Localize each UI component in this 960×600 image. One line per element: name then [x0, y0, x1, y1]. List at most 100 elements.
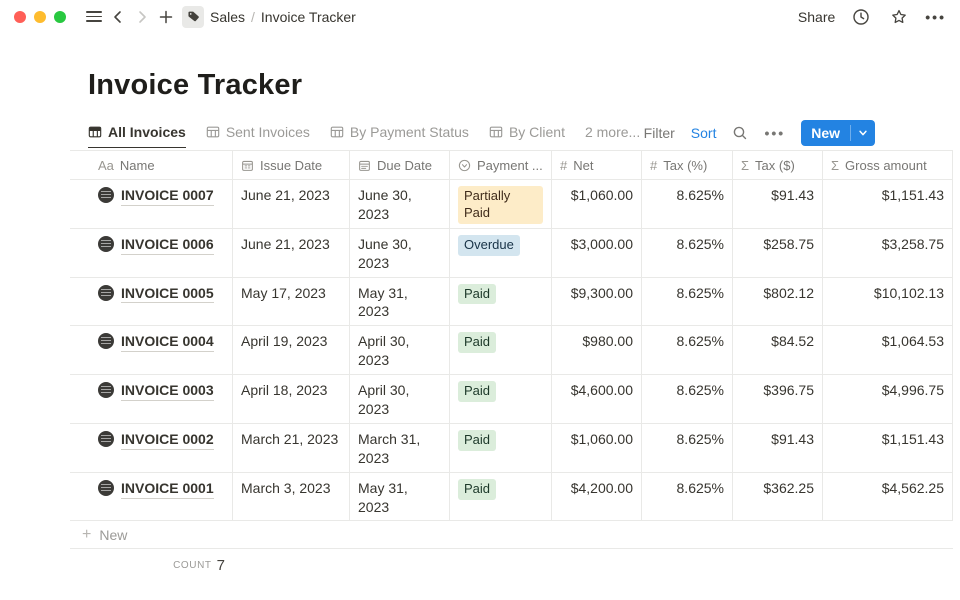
tax-usd-cell[interactable]: $91.43: [733, 423, 823, 472]
invoice-name-link[interactable]: INVOICE 0004: [121, 332, 214, 353]
net-cell[interactable]: $4,200.00: [552, 472, 642, 521]
column-header-issue-date[interactable]: Issue Date: [233, 151, 350, 179]
tax-pct-cell[interactable]: 8.625%: [642, 277, 733, 326]
gross-cell[interactable]: $4,562.25: [823, 472, 953, 521]
table-row[interactable]: INVOICE 0004 April 19, 2023 April 30, 20…: [70, 326, 953, 376]
column-header-due-date[interactable]: Due Date: [350, 151, 450, 179]
favorite-button[interactable]: [887, 5, 911, 29]
nav-back-button[interactable]: [106, 5, 130, 29]
name-cell[interactable]: INVOICE 0006: [70, 228, 233, 277]
tax-usd-cell[interactable]: $362.25: [733, 472, 823, 521]
tax-pct-cell[interactable]: 8.625%: [642, 423, 733, 472]
issue-date-cell[interactable]: March 3, 2023: [233, 472, 350, 521]
sidebar-menu-button[interactable]: [82, 5, 106, 29]
topbar-more-button[interactable]: •••: [925, 8, 946, 25]
net-cell[interactable]: $1,060.00: [552, 180, 642, 228]
column-header-tax-usd[interactable]: Σ Tax ($): [733, 151, 823, 179]
tab-by-payment-status[interactable]: By Payment Status: [330, 124, 469, 149]
add-row-button[interactable]: + New: [70, 521, 953, 550]
gross-cell[interactable]: $10,102.13: [823, 277, 953, 326]
invoice-name-link[interactable]: INVOICE 0005: [121, 284, 214, 304]
tax-pct-cell[interactable]: 8.625%: [642, 180, 733, 228]
payment-status-cell[interactable]: Paid: [450, 423, 552, 472]
breadcrumb-section-icon-chip[interactable]: [182, 5, 204, 28]
new-button-dropdown[interactable]: [851, 128, 875, 138]
status-badge[interactable]: Paid: [458, 332, 497, 354]
net-cell[interactable]: $1,060.00: [552, 423, 642, 472]
name-cell[interactable]: INVOICE 0002: [70, 423, 233, 472]
page-title[interactable]: Invoice Tracker: [88, 69, 303, 101]
gross-cell[interactable]: $1,151.43: [823, 180, 953, 228]
due-date-cell[interactable]: April 30, 2023: [350, 326, 450, 375]
status-badge[interactable]: Overdue: [458, 234, 520, 256]
more-views-button[interactable]: 2 more...: [584, 123, 641, 140]
issue-date-cell[interactable]: March 21, 2023: [233, 423, 350, 472]
updates-button[interactable]: [849, 5, 873, 29]
issue-date-cell[interactable]: June 21, 2023: [233, 180, 350, 228]
gross-cell[interactable]: $1,151.43: [823, 423, 953, 472]
status-badge[interactable]: Paid: [458, 478, 497, 500]
tax-usd-cell[interactable]: $84.52: [733, 326, 823, 375]
name-cell[interactable]: INVOICE 0003: [70, 375, 233, 423]
gross-cell[interactable]: $4,996.75: [823, 375, 953, 423]
issue-date-cell[interactable]: April 18, 2023: [233, 375, 350, 423]
count-aggregate[interactable]: COUNT 7: [70, 549, 233, 575]
new-button[interactable]: New: [801, 120, 875, 146]
status-badge[interactable]: Paid: [458, 429, 497, 451]
invoice-name-link[interactable]: INVOICE 0007: [121, 186, 214, 206]
issue-date-cell[interactable]: April 19, 2023: [233, 326, 350, 375]
name-cell[interactable]: INVOICE 0004: [70, 326, 233, 375]
due-date-cell[interactable]: June 30, 2023: [350, 228, 450, 277]
status-badge[interactable]: Paid: [458, 283, 497, 305]
tax-pct-cell[interactable]: 8.625%: [642, 326, 733, 375]
net-cell[interactable]: $4,600.00: [552, 375, 642, 423]
tax-pct-cell[interactable]: 8.625%: [642, 472, 733, 521]
tax-usd-cell[interactable]: $91.43: [733, 180, 823, 228]
payment-status-cell[interactable]: Paid: [450, 472, 552, 521]
tax-pct-cell[interactable]: 8.625%: [642, 375, 733, 423]
gross-cell[interactable]: $3,258.75: [823, 228, 953, 277]
table-row[interactable]: INVOICE 0001 March 3, 2023 May 31, 2023 …: [70, 472, 953, 522]
minimize-window-button[interactable]: [34, 10, 46, 23]
nav-forward-button[interactable]: [130, 5, 154, 29]
invoice-name-link[interactable]: INVOICE 0006: [121, 235, 214, 255]
breadcrumb-page[interactable]: Invoice Tracker: [260, 8, 356, 25]
tax-pct-cell[interactable]: 8.625%: [642, 228, 733, 277]
net-cell[interactable]: $3,000.00: [552, 228, 642, 277]
table-row[interactable]: INVOICE 0005 May 17, 2023 May 31, 2023 P…: [70, 277, 953, 327]
zoom-window-button[interactable]: [54, 10, 66, 23]
sort-button[interactable]: Sort: [690, 125, 717, 141]
tax-usd-cell[interactable]: $802.12: [733, 277, 823, 326]
close-window-button[interactable]: [14, 10, 26, 23]
table-row[interactable]: INVOICE 0003 April 18, 2023 April 30, 20…: [70, 375, 953, 424]
due-date-cell[interactable]: May 31, 2023: [350, 472, 450, 521]
share-button[interactable]: Share: [797, 8, 836, 25]
due-date-cell[interactable]: May 31, 2023: [350, 277, 450, 326]
payment-status-cell[interactable]: Paid: [450, 326, 552, 375]
column-header-tax-pct[interactable]: # Tax (%): [642, 151, 733, 179]
tax-usd-cell[interactable]: $396.75: [733, 375, 823, 423]
payment-status-cell[interactable]: Overdue: [450, 228, 552, 277]
net-cell[interactable]: $9,300.00: [552, 277, 642, 326]
name-cell[interactable]: INVOICE 0005: [70, 277, 233, 326]
payment-status-cell[interactable]: Paid: [450, 375, 552, 423]
payment-status-cell[interactable]: Paid: [450, 277, 552, 326]
due-date-cell[interactable]: April 30, 2023: [350, 375, 450, 423]
breadcrumb-section[interactable]: Sales: [210, 8, 246, 25]
issue-date-cell[interactable]: June 21, 2023: [233, 228, 350, 277]
tax-usd-cell[interactable]: $258.75: [733, 228, 823, 277]
gross-cell[interactable]: $1,064.53: [823, 326, 953, 375]
search-icon[interactable]: [732, 125, 748, 141]
status-badge[interactable]: Partially Paid: [458, 186, 543, 224]
due-date-cell[interactable]: June 30, 2023: [350, 180, 450, 228]
tab-all-invoices[interactable]: All Invoices: [88, 124, 186, 149]
table-row[interactable]: INVOICE 0006 June 21, 2023 June 30, 2023…: [70, 228, 953, 278]
invoice-name-link[interactable]: INVOICE 0003: [121, 381, 214, 402]
view-options-button[interactable]: •••: [764, 125, 786, 141]
column-header-payment-status[interactable]: Payment ...: [450, 151, 552, 179]
issue-date-cell[interactable]: May 17, 2023: [233, 277, 350, 326]
tab-by-client[interactable]: By Client: [489, 124, 565, 149]
new-button-label[interactable]: New: [811, 125, 840, 141]
name-cell[interactable]: INVOICE 0001: [70, 472, 233, 521]
table-row[interactable]: INVOICE 0007 June 21, 2023 June 30, 2023…: [70, 180, 953, 229]
